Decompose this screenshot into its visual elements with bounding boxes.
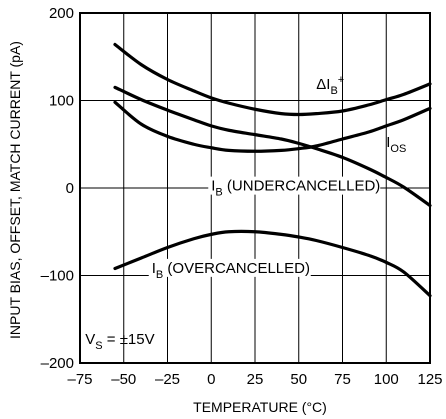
annotation-ib-over: IB (OVERCANCELLED)	[152, 260, 310, 281]
x-tick-label: 50	[290, 371, 307, 388]
annotations: ΔIB+ IOS IB (UNDERCANCELLED) IB (OVERCANCEL…	[85, 74, 406, 352]
annotation-ios: IOS	[386, 134, 406, 155]
x-tick-label: –75	[67, 371, 92, 388]
plot-border	[79, 12, 431, 364]
x-axis-label: TEMPERATURE (°C)	[193, 399, 327, 415]
x-tick-labels: –75 –50 –25 0 25 50 75 100 125	[67, 371, 442, 388]
annotation-vs: VS = ±15V	[85, 331, 154, 352]
x-tick-label: 25	[247, 371, 264, 388]
annotation-delta-ib: ΔIB+	[316, 74, 344, 97]
curves	[113, 42, 432, 298]
x-tick-label: 125	[417, 371, 442, 388]
series-line-3	[113, 229, 432, 298]
y-tick-label: 0	[66, 180, 74, 197]
y-tick-labels: –200 –100 0 100 200	[41, 5, 74, 372]
y-tick-label: –100	[41, 268, 74, 285]
plot-frame	[79, 12, 431, 364]
x-tick-label: –25	[155, 371, 180, 388]
x-tick-label: 100	[374, 371, 399, 388]
series-line-0	[113, 42, 432, 117]
x-tick-label: –50	[111, 371, 136, 388]
y-tick-label: 200	[49, 5, 74, 22]
annotation-ib-under: IB (UNDERCANCELLED)	[211, 178, 380, 199]
x-tick-label: 75	[334, 371, 351, 388]
label-background	[148, 258, 311, 277]
label-background	[208, 176, 381, 195]
y-tick-label: –200	[41, 355, 74, 372]
y-axis-label: INPUT BIAS, OFFSET, MATCH CURRENT (pA)	[7, 41, 23, 339]
x-tick-label: 0	[207, 371, 215, 388]
series-line-2	[113, 85, 432, 208]
series-line-1	[113, 100, 432, 153]
y-tick-label: 100	[49, 93, 74, 110]
